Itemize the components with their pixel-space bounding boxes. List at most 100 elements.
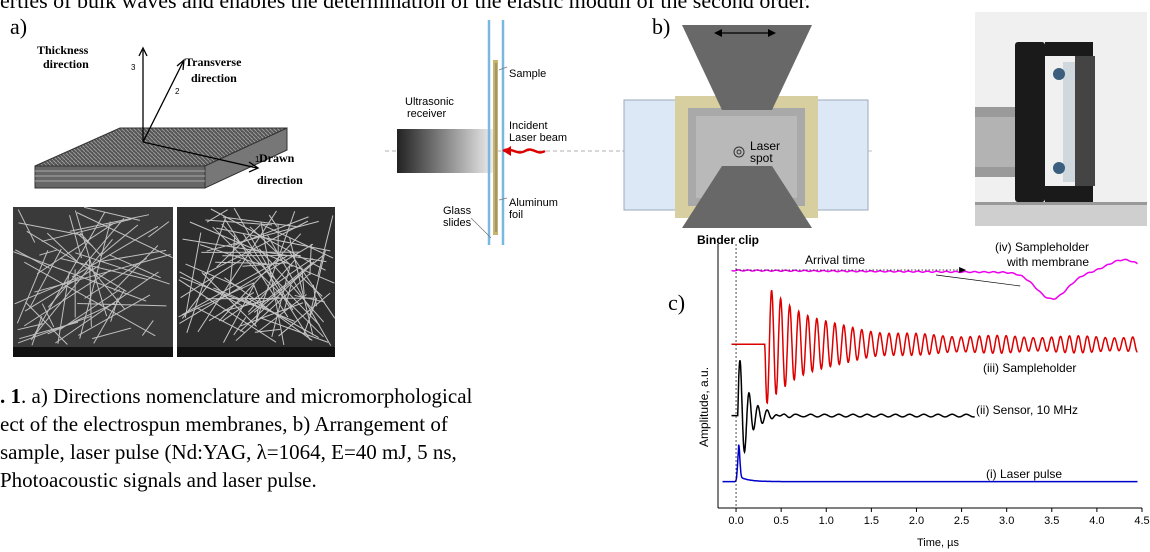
arrival-tangent-line	[936, 274, 1021, 287]
fiber-strand	[184, 232, 202, 318]
fiber-strand	[271, 265, 291, 338]
fiber-strand	[301, 267, 305, 295]
fiber-strand	[210, 208, 326, 271]
membrane-stack	[34, 127, 288, 189]
series-label-2: (ii) Sensor, 10 MHz	[976, 403, 1078, 417]
label-spot: spot	[750, 151, 773, 165]
setup-diagram: Sample Ultrasonic receiver Incident Lase…	[385, 20, 625, 245]
fiber-strand	[248, 261, 315, 316]
fiber-strand	[178, 282, 255, 318]
axis-transverse-label-1: Transverse	[185, 55, 242, 69]
fiber-strand	[46, 232, 78, 262]
direction-axes	[138, 46, 260, 173]
series-line-2	[731, 360, 975, 455]
fiber-strand	[36, 223, 114, 275]
fiber-strand	[79, 232, 102, 257]
fiber-strand	[57, 271, 70, 344]
x-tick-label: 1.0	[819, 515, 834, 527]
fiber-strand	[180, 259, 242, 299]
binder-clip-diagram: Laser spot Binder clip	[622, 25, 872, 247]
figure-caption: . 1. a) Directions nomenclature and micr…	[0, 382, 660, 494]
label-incident-1: Incident	[509, 120, 548, 132]
caption-line-4: Photoacoustic signals and laser pulse.	[0, 468, 317, 492]
series-line-3	[731, 290, 1138, 405]
fiber-strand	[14, 277, 79, 305]
clip-jaw-bottom	[682, 166, 812, 228]
fiber-strand	[235, 273, 311, 342]
fiber-strand	[179, 276, 255, 307]
fiber-strand	[278, 292, 331, 337]
x-axis-label: Time, µs	[917, 537, 959, 549]
label-sample: Sample	[509, 68, 546, 80]
label-incident-2: Laser beam	[509, 132, 567, 144]
fiber-strand	[224, 219, 289, 318]
fiber-strand	[212, 226, 324, 338]
x-tick-label: 2.5	[954, 515, 969, 527]
label-receiver-1: Ultrasonic	[405, 96, 454, 108]
fiber-strand	[288, 249, 335, 319]
series-label-4: (iv) Sampleholder	[995, 242, 1089, 254]
fiber-strand	[242, 262, 287, 267]
x-tick-label: 0.5	[774, 515, 789, 527]
panel-label-c: c)	[668, 290, 686, 315]
fiber-strand	[202, 220, 309, 276]
caption-line-2: ect of the electrospun membranes, b) Arr…	[0, 412, 448, 436]
fiber-strand	[268, 214, 278, 227]
fiber-strand	[31, 239, 113, 339]
fiber-strand	[233, 216, 309, 246]
axis-drawn-label-2: direction	[257, 173, 303, 187]
fiber-strand	[78, 294, 151, 336]
fiber-strand	[240, 302, 304, 327]
fiber-strand	[71, 226, 159, 278]
fiber-strand	[197, 210, 277, 333]
series-label-3: (iii) Sampleholder	[983, 361, 1076, 375]
axis-transverse-label-2: direction	[191, 71, 237, 85]
fiber-strand	[216, 227, 331, 252]
fiber-strand	[41, 218, 132, 242]
fiber-strand	[23, 269, 112, 327]
x-tick-label: 2.0	[909, 515, 924, 527]
fiber-strand	[100, 224, 139, 256]
fiber-strand	[17, 315, 92, 344]
fiber-strand	[69, 214, 150, 232]
fiber-strand	[199, 244, 262, 266]
axis-num-1: 1	[255, 155, 260, 164]
orientation-diagram: Thickness direction 3 Transverse directi…	[34, 43, 303, 189]
fiber-strand	[242, 232, 311, 341]
fiber-strand	[289, 237, 314, 336]
clip-jaw-top	[682, 25, 812, 110]
caption-label: . 1	[0, 384, 21, 408]
axis-thickness-label-2: direction	[43, 57, 89, 71]
fiber-strand	[181, 275, 216, 319]
fiber-strand	[254, 211, 296, 326]
label-aluminum-1: Aluminum	[509, 197, 558, 209]
label-laser: Laser	[750, 139, 780, 153]
fiber-strand	[141, 320, 154, 336]
fiber-strand	[242, 296, 260, 310]
fiber-strand	[218, 233, 302, 322]
ultrasonic-receiver	[397, 129, 497, 173]
fiber-strand	[41, 303, 55, 328]
axis-num-2: 2	[175, 87, 180, 96]
series-label-1: (i) Laser pulse	[986, 467, 1062, 481]
fiber-strand	[299, 275, 323, 297]
x-tick-label: 3.5	[1044, 515, 1059, 527]
x-tick-label: 1.5	[864, 515, 879, 527]
fiber-strand	[98, 249, 167, 263]
fiber-strand	[317, 215, 334, 277]
fiber-strand	[89, 259, 92, 327]
top-text-line: erties of bulk waves and enables the det…	[0, 0, 811, 13]
axis-drawn-label-1: Drawn	[259, 151, 295, 165]
fiber-strand	[84, 257, 148, 299]
caption-line-3: sample, laser pulse (Nd:YAG, λ=1064, E=4…	[0, 440, 457, 464]
fiber-strand	[248, 298, 319, 338]
x-tick-label: 4.0	[1089, 515, 1104, 527]
fiber-strand	[309, 243, 312, 276]
label-receiver-2: receiver	[407, 108, 446, 120]
fiber-strand	[110, 297, 119, 322]
fiber-strand	[24, 265, 100, 312]
fiber-strand	[303, 297, 318, 335]
fiber-strand	[247, 259, 296, 313]
fiber-strand	[233, 317, 247, 336]
x-tick-label: 0.0	[728, 515, 743, 527]
